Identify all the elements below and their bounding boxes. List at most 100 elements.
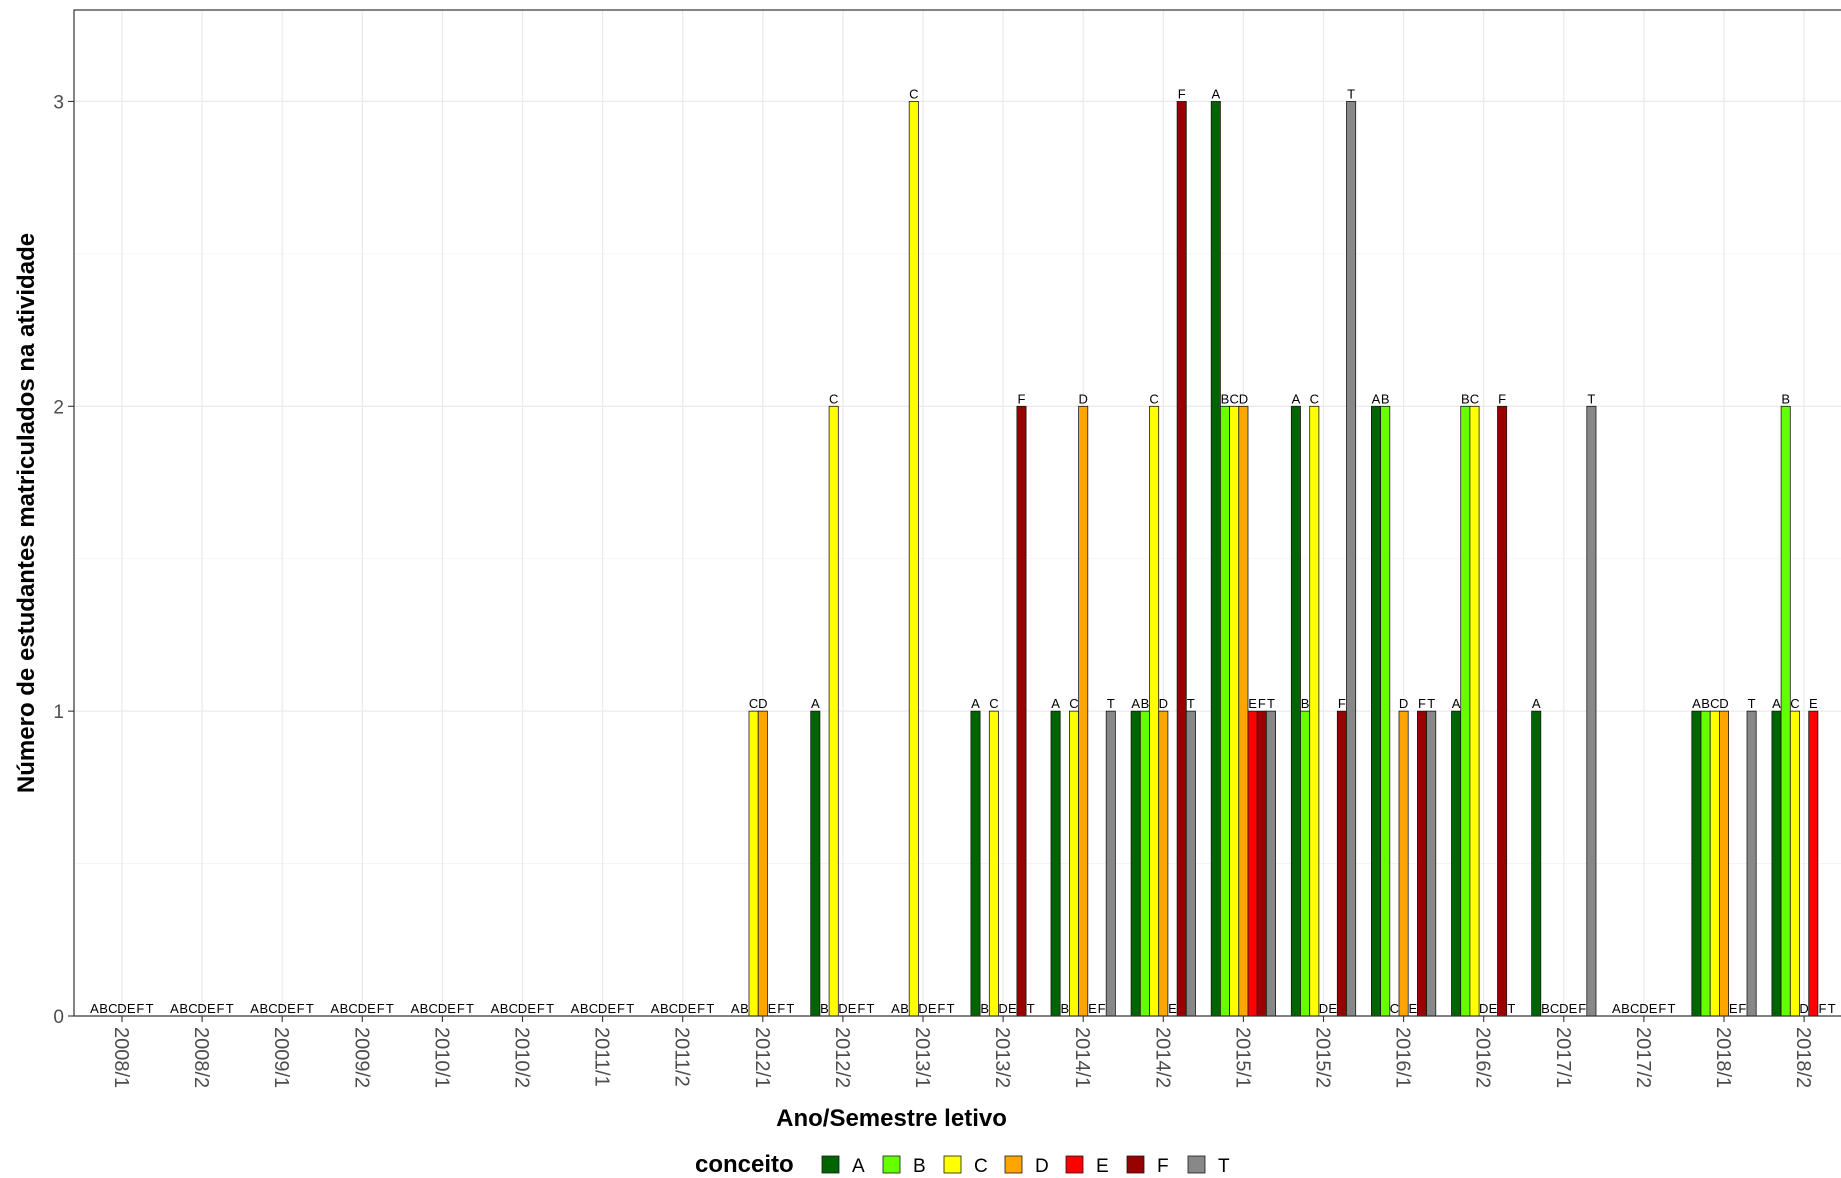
bar-label-F-2011/1: F bbox=[617, 1001, 625, 1016]
y-tick-label: 0 bbox=[53, 1007, 64, 1028]
bar-label-C-2008/1: C bbox=[108, 1001, 117, 1016]
bar-label-E-2013/2: E bbox=[1008, 1001, 1017, 1016]
bar-label-T-2010/2: T bbox=[546, 1001, 554, 1016]
bar-label-A-2010/1: A bbox=[410, 1001, 419, 1016]
bar-label-C-2014/2: C bbox=[1149, 391, 1158, 406]
bar-label-C-2010/1: C bbox=[429, 1001, 438, 1016]
bar-label-E-2012/1: E bbox=[768, 1001, 777, 1016]
bar-label-B-2017/2: B bbox=[1621, 1001, 1630, 1016]
bar-label-B-2008/1: B bbox=[99, 1001, 108, 1016]
bar-label-T-2008/1: T bbox=[146, 1001, 154, 1016]
bar-label-E-2014/2: E bbox=[1168, 1001, 1177, 1016]
bar-label-F-2017/2: F bbox=[1658, 1001, 1666, 1016]
bar-label-D-2009/1: D bbox=[278, 1001, 287, 1016]
bar-label-A-2010/2: A bbox=[491, 1001, 500, 1016]
x-tick-label: 2017/1 bbox=[1552, 1027, 1574, 1088]
bar-label-T-2011/1: T bbox=[626, 1001, 634, 1016]
bar-label-D-2014/2: D bbox=[1159, 696, 1168, 711]
bar-label-F-2009/1: F bbox=[297, 1001, 305, 1016]
bar-label-B-2013/1: B bbox=[900, 1001, 909, 1016]
bar-label-T-2013/1: T bbox=[947, 1001, 955, 1016]
grid-lines bbox=[74, 10, 1841, 1017]
bar-label-D-2013/2: D bbox=[998, 1001, 1007, 1016]
x-tick-label: 2018/2 bbox=[1792, 1027, 1814, 1088]
bar-label-T-2017/2: T bbox=[1668, 1001, 1676, 1016]
bar-label-B-2014/1: B bbox=[1060, 1001, 1069, 1016]
bar-label-D-2015/2: D bbox=[1319, 1001, 1328, 1016]
bar-A-2012/2 bbox=[810, 710, 821, 1017]
bar-label-T-2017/1: T bbox=[1587, 391, 1595, 406]
bar-label-B-2017/1: B bbox=[1541, 1001, 1550, 1016]
legend-key-E bbox=[1065, 1155, 1084, 1174]
bar-D-2015/1 bbox=[1238, 405, 1249, 1017]
bar-label-C-2008/2: C bbox=[188, 1001, 197, 1016]
bar-A-2015/2 bbox=[1290, 405, 1301, 1017]
legend-label-B: B bbox=[913, 1156, 926, 1177]
bar-D-2014/1 bbox=[1078, 405, 1089, 1017]
bar-label-D-2008/2: D bbox=[197, 1001, 206, 1016]
bar-label-F-2014/1: F bbox=[1098, 1001, 1106, 1016]
bar-C-2015/2 bbox=[1309, 405, 1320, 1017]
bar-label-E-2018/2: E bbox=[1809, 696, 1818, 711]
bar-label-A-2016/1: A bbox=[1372, 391, 1381, 406]
bar-label-B-2010/2: B bbox=[500, 1001, 509, 1016]
bar-label-B-2018/2: B bbox=[1781, 391, 1790, 406]
bar-B-2018/1 bbox=[1700, 710, 1711, 1017]
bar-label-E-2014/1: E bbox=[1088, 1001, 1097, 1016]
bar-A-2016/1 bbox=[1371, 405, 1382, 1017]
bar-label-C-2012/1: C bbox=[749, 696, 758, 711]
bar-label-D-2013/1: D bbox=[918, 1001, 927, 1016]
bar-label-A-2011/1: A bbox=[571, 1001, 580, 1016]
x-tick-label: 2012/2 bbox=[831, 1027, 853, 1088]
bar-label-F-2014/2: F bbox=[1178, 86, 1186, 101]
bar-label-T-2016/2: T bbox=[1507, 1001, 1515, 1016]
bar-A-2014/1 bbox=[1050, 710, 1061, 1017]
bar-T-2014/1 bbox=[1105, 710, 1116, 1017]
bar-label-F-2018/1: F bbox=[1738, 1001, 1746, 1016]
legend-key-D bbox=[1004, 1155, 1023, 1174]
x-axis: 2008/1 2008/2 2009/1 2009/2 2010/1 2010/2 2011… bbox=[110, 1016, 1814, 1088]
y-tick-label: 1 bbox=[53, 702, 64, 723]
y-axis-title: Número de estudantes matriculados na ati… bbox=[13, 233, 40, 793]
bar-label-B-2015/2: B bbox=[1301, 696, 1310, 711]
bar-label-C-2013/1: C bbox=[909, 86, 918, 101]
bar-label-C-2009/2: C bbox=[348, 1001, 357, 1016]
bar-label-T-2015/1: T bbox=[1267, 696, 1275, 711]
bar-label-T-2009/2: T bbox=[386, 1001, 394, 1016]
x-tick-label: 2013/2 bbox=[991, 1027, 1013, 1088]
bar-label-D-2010/2: D bbox=[518, 1001, 527, 1016]
bar-label-A-2012/1: A bbox=[731, 1001, 740, 1016]
bar-B-2018/2 bbox=[1780, 405, 1791, 1017]
bar-label-T-2013/2: T bbox=[1027, 1001, 1035, 1016]
bar-E-2018/2 bbox=[1808, 710, 1819, 1017]
bar-label-F-2012/1: F bbox=[777, 1001, 785, 1016]
bar-label-B-2009/1: B bbox=[259, 1001, 268, 1016]
bar-label-D-2008/1: D bbox=[117, 1001, 126, 1016]
bar-label-A-2008/1: A bbox=[90, 1001, 99, 1016]
bar-label-A-2018/2: A bbox=[1772, 696, 1781, 711]
legend-label-F: F bbox=[1157, 1156, 1169, 1177]
x-tick-label: 2012/1 bbox=[751, 1027, 773, 1088]
bar-A-2017/1 bbox=[1531, 710, 1542, 1017]
x-tick-label: 2016/2 bbox=[1472, 1027, 1494, 1088]
y-axis: 0 1 2 3 bbox=[53, 92, 74, 1028]
bar-label-B-2012/1: B bbox=[740, 1001, 749, 1016]
bar-label-A-2009/1: A bbox=[250, 1001, 259, 1016]
bar-label-A-2014/1: A bbox=[1051, 696, 1060, 711]
bar-label-B-2010/1: B bbox=[420, 1001, 429, 1016]
x-tick-label: 2010/2 bbox=[511, 1027, 533, 1088]
bar-label-F-2013/1: F bbox=[937, 1001, 945, 1016]
bar-label-T-2018/2: T bbox=[1828, 1001, 1836, 1016]
bar-label-A-2017/1: A bbox=[1532, 696, 1541, 711]
bar-label-D-2018/1: D bbox=[1719, 696, 1728, 711]
bar-label-B-2016/2: B bbox=[1461, 391, 1470, 406]
bar-B-2016/1 bbox=[1380, 405, 1391, 1017]
bar-label-T-2014/2: T bbox=[1187, 696, 1195, 711]
bar-label-A-2017/2: A bbox=[1612, 1001, 1621, 1016]
bar-label-D-2011/1: D bbox=[598, 1001, 607, 1016]
bar-label-A-2008/2: A bbox=[170, 1001, 179, 1016]
bar-label-C-2011/2: C bbox=[669, 1001, 678, 1016]
bar-F-2013/2 bbox=[1016, 405, 1027, 1017]
legend-key-B bbox=[882, 1155, 901, 1174]
